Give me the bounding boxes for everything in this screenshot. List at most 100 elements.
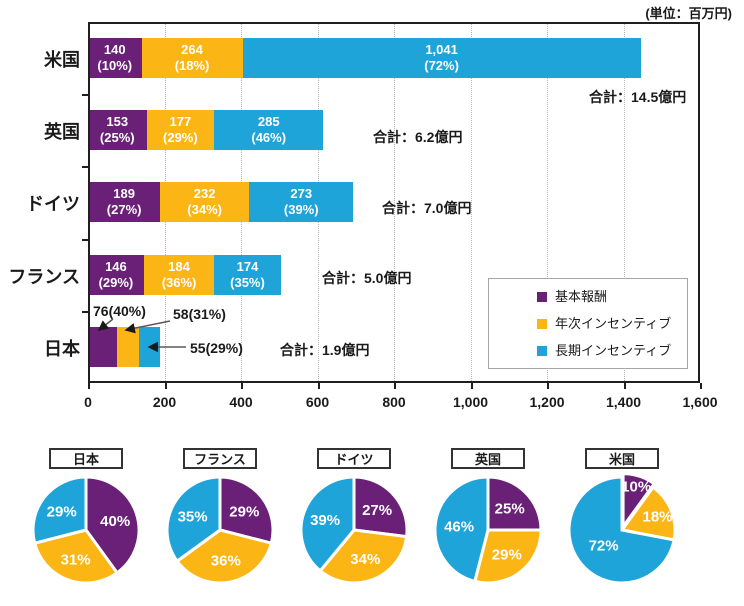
x-tick-label: 1,400 <box>605 394 642 410</box>
plot-border <box>88 22 700 383</box>
legend-swatch-long-term-incentive <box>537 345 547 356</box>
bar-segment-label: 285 <box>257 114 280 129</box>
legend: 基本報酬 年次インセンティブ 長期インセンティブ <box>488 278 688 369</box>
category-label: フランス <box>8 267 80 287</box>
pie-slice-label: 35% <box>178 508 208 525</box>
x-tick-label: 0 <box>84 394 92 410</box>
y-axis-tick <box>82 94 88 97</box>
bar-segment-label: 264 <box>181 42 203 57</box>
category-label: 米国 <box>44 50 80 70</box>
category-label: 英国 <box>44 122 80 142</box>
x-axis-tick <box>88 383 90 389</box>
pie-slice-long-term-incentive <box>299 475 356 573</box>
bar-segment-label: 1,041 <box>425 42 458 57</box>
bar-segment-label: (10%) <box>97 58 133 73</box>
bar-segment-label: (25%) <box>99 130 135 145</box>
pie-slice-base-pay <box>352 475 409 539</box>
bar-segment-label: 146 <box>105 259 127 274</box>
bar-segment-label: 177 <box>169 114 192 129</box>
x-axis-tick <box>317 383 320 389</box>
pie-slice-annual-incentive <box>32 528 120 585</box>
bar-segment-base-pay: 146 (29%) <box>88 255 144 295</box>
pie-slice-label: 39% <box>310 512 340 529</box>
bar-segment-label: (72%) <box>424 58 459 73</box>
bar-segment-annual-incentive <box>117 327 140 367</box>
pie-slice-base-pay <box>218 475 275 546</box>
pie-chart: 40% 31% 29% <box>31 475 141 585</box>
bar-segment-base-pay: 153 (25%) <box>88 110 147 150</box>
bar-segment-annual-incentive: 232 (34%) <box>160 182 250 222</box>
pie-slice-label: 25% <box>495 501 525 518</box>
x-axis-tick <box>241 383 243 389</box>
pie-slice-label: 10% <box>621 479 651 496</box>
gridline <box>623 24 625 381</box>
legend-label-annual-incentive: 年次インセンティブ <box>555 316 672 331</box>
total-label: 合計：6.2億円 <box>373 129 463 145</box>
bar-segment-annual-incentive: 177 (29%) <box>146 110 215 150</box>
pie-slice-annual-incentive <box>175 528 274 585</box>
x-tick-label: 600 <box>305 394 330 410</box>
pie-slice-annual-incentive <box>318 528 409 585</box>
total-label: 合計：5.0億円 <box>322 270 412 286</box>
gridline <box>394 24 395 381</box>
bar-segment-base-pay <box>88 327 118 367</box>
pie-slice-label: 36% <box>211 553 241 570</box>
pie-title-france: フランス <box>183 448 257 469</box>
category-label: 日本 <box>44 339 80 359</box>
bar-segment-label: 232 <box>193 186 216 201</box>
bar-segment-label: (18%) <box>174 58 210 73</box>
pie-chart: 29% 36% 35% <box>165 475 275 585</box>
bar-segment-label: 140 <box>103 42 126 57</box>
pie-slice-label: 29% <box>47 504 77 521</box>
pie-slice-label: 46% <box>444 519 474 536</box>
pie-slice-long-term-incentive <box>31 475 88 546</box>
gridline <box>547 24 548 381</box>
bar-segment-label: (29%) <box>98 275 134 290</box>
pie-slice-label: 29% <box>492 547 522 564</box>
x-axis-tick <box>700 383 702 389</box>
pie-slice-annual-incentive <box>619 485 677 542</box>
legend-swatch-base-pay <box>537 291 547 302</box>
pie-title-usa: 米国 <box>585 448 659 469</box>
pie-slice-base-pay <box>621 472 657 532</box>
pie-slice-long-term-incentive <box>165 475 222 564</box>
bar-segment-label: (46%) <box>251 130 287 145</box>
bar-segment-annual-incentive: 264 (18%) <box>141 38 243 78</box>
bar-segment-label: 273 <box>290 186 313 201</box>
bar-segment-long-term-incentive: 273 (39%) <box>249 182 354 222</box>
x-tick-label: 200 <box>152 394 177 410</box>
y-axis-tick <box>82 238 88 241</box>
pie-chart: 27% 34% 39% <box>299 475 409 585</box>
x-axis-tick <box>394 383 396 389</box>
pie-slice-base-pay <box>486 475 543 532</box>
total-label: 合計：1.9億円 <box>280 342 370 358</box>
total-label: 合計：14.5億円 <box>589 89 687 105</box>
x-tick-label: 800 <box>382 394 406 410</box>
bar-segment-label: (34%) <box>187 202 222 217</box>
x-tick-label: 1,000 <box>452 394 489 410</box>
bar-segment-label: (35%) <box>230 275 265 290</box>
pie-slice-label: 29% <box>229 504 259 521</box>
bar-segment-annual-incentive: 184 (36%) <box>143 255 215 295</box>
legend-label-base-pay: 基本報酬 <box>555 289 608 304</box>
total-label: 合計：7.0億円 <box>382 200 472 216</box>
pie-slice-label: 40% <box>100 513 130 530</box>
pie-title-uk: 英国 <box>451 448 525 469</box>
legend-item-base-pay: 基本報酬 <box>537 290 687 303</box>
bar-segment-base-pay: 189 (27%) <box>88 182 161 222</box>
callout-label: 58(31%) <box>173 306 226 322</box>
x-tick-label: 1,200 <box>529 394 565 410</box>
pie-slice-label: 72% <box>589 538 619 555</box>
x-axis-tick <box>164 383 167 389</box>
unit-label: (単位：百万円) <box>645 6 732 21</box>
x-axis-tick <box>547 383 549 389</box>
legend-label-long-term-incentive: 長期インセンティブ <box>555 343 672 358</box>
pie-slice-long-term-incentive <box>433 475 490 584</box>
bar-segment-label: (39%) <box>283 202 319 217</box>
bar-segment-base-pay: 140 (10%) <box>88 38 142 78</box>
pie-slice-long-term-incentive <box>567 475 676 585</box>
gridline <box>470 24 472 381</box>
y-axis-tick <box>82 166 88 169</box>
x-axis-tick <box>470 383 473 389</box>
legend-item-annual-incentive: 年次インセンティブ <box>537 317 687 330</box>
